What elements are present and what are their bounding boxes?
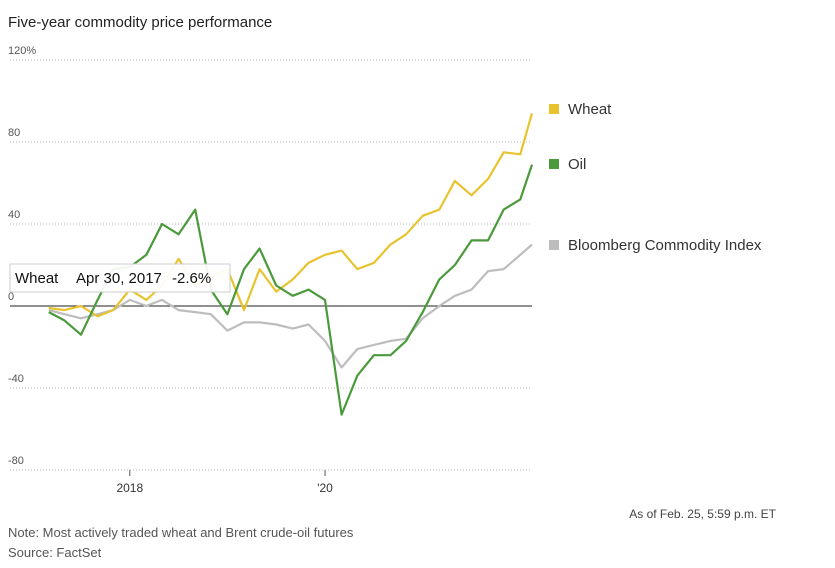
series-line [48,243,533,369]
x-tick-label: 2018 [116,481,143,495]
legend-label: Oil [568,156,586,173]
y-tick-label: 0 [8,291,14,303]
chart-title: Five-year commodity price performance [8,14,272,31]
tooltip-date: Apr 30, 2017 [76,270,162,287]
source: Source: FactSet [8,545,102,560]
legend-swatch [549,240,559,250]
timestamp: As of Feb. 25, 5:59 p.m. ET [629,507,776,521]
note: Note: Most actively traded wheat and Bre… [8,525,354,540]
x-tick-label: '20 [317,481,333,495]
y-tick-label: 40 [8,209,20,221]
tooltip-box [9,263,231,293]
tooltip-series: Wheat [15,270,59,287]
legend-label: Bloomberg Commodity Index [568,237,762,254]
legend-label: Wheat [568,101,612,118]
y-tick-label: 80 [8,127,20,139]
tooltip-value: -2.6% [172,270,211,287]
legend-swatch [549,104,559,114]
y-tick-label: -80 [8,455,24,467]
y-tick-label: -40 [8,373,24,385]
tooltip: Wheat Apr 30, 2017 -2.6% [9,263,231,293]
y-tick-label: 120% [8,45,36,57]
legend-swatch [549,159,559,169]
